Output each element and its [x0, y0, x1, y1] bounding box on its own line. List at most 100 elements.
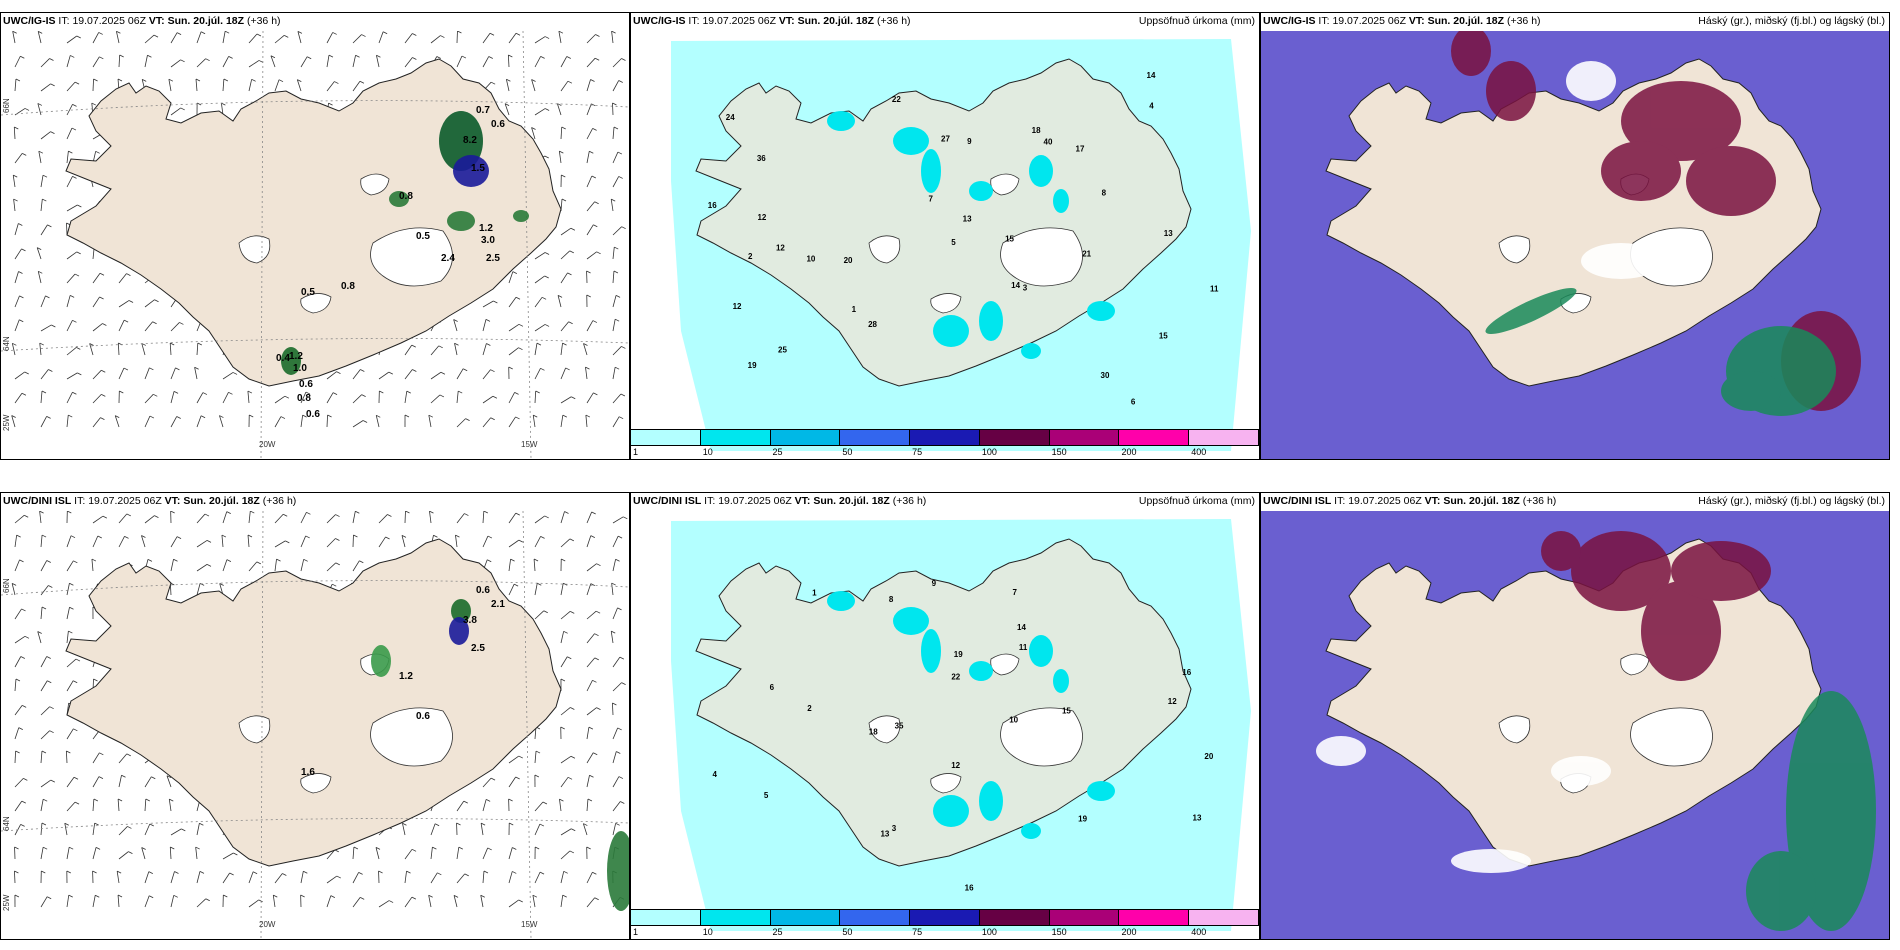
- precip-value-label: 0.4: [276, 353, 290, 364]
- lat-label: 66N: [2, 98, 11, 113]
- precip-patches: [281, 111, 529, 375]
- precip-value-label: 3.0: [481, 235, 495, 246]
- panel-variable-label: Uppsöfnuð úrkoma (mm): [1138, 15, 1255, 27]
- precip-value-label: 2.5: [471, 643, 485, 654]
- precip-amount-label: 13: [1164, 229, 1173, 238]
- lon-label: 20W: [259, 920, 276, 929]
- mid-cloud-areas: [1541, 531, 1771, 681]
- title-model: UWC/IG-IS: [3, 15, 56, 27]
- title-vt-label: VT:: [1424, 495, 1441, 507]
- glacier: [370, 227, 453, 287]
- colorbar-swatch: [1189, 910, 1259, 925]
- precip-value-label: 0.6: [476, 585, 490, 596]
- precip-value-label: 0.5: [301, 287, 315, 298]
- glacier: [930, 293, 962, 314]
- title-it-label: IT:: [704, 495, 716, 507]
- map-panel-wind: UWC/DINI ISL IT: 19.07.2025 06Z VT: Sun.…: [0, 492, 630, 940]
- precip-colorbar: 1 10 25 50 75 100 150 200 400: [631, 429, 1259, 459]
- title-model: UWC/IG-IS: [633, 15, 686, 27]
- colorbar-swatch: [770, 910, 841, 925]
- precip-value-label: 2.5: [486, 253, 500, 264]
- precip-amount-label: 1: [812, 588, 817, 597]
- iceland-landmass: [695, 58, 1192, 387]
- precip-amount-label: 13: [880, 829, 889, 838]
- title-it-label: IT:: [1334, 495, 1346, 507]
- colorbar-tick-label: 25: [772, 447, 783, 457]
- precip-amount-label: 24: [726, 113, 735, 122]
- lon-label: 15W: [521, 920, 538, 929]
- map-canvas: [1261, 511, 1889, 939]
- precip-colorbar: 1 10 25 50 75 100 150 200 400: [631, 909, 1259, 939]
- precip-amount-label: 6: [1131, 397, 1136, 406]
- precip-value-label: 0.7: [476, 105, 490, 116]
- map-panel-precip: UWC/DINI ISL IT: 19.07.2025 06Z VT: Sun.…: [630, 492, 1260, 940]
- precip-amount-label: 12: [757, 213, 766, 222]
- precip-amount-label: 20: [1204, 752, 1213, 761]
- precip-amount-label: 14: [1017, 623, 1026, 632]
- precip-amount-label: 6: [770, 683, 775, 692]
- precip-amount-label: 5: [764, 791, 769, 800]
- precip-value-label: 1.5: [471, 163, 485, 174]
- precip-value-label: 0.6: [299, 379, 313, 390]
- precip-value-label: 0.6: [491, 119, 505, 130]
- precip-amount-label: 16: [965, 883, 974, 892]
- colorbar-tick-label: 150: [1051, 447, 1067, 457]
- precip-amount-label: 15: [1159, 332, 1168, 341]
- precip-amount-label: 19: [1078, 815, 1087, 824]
- panel-title: UWC/IG-IS IT: 19.07.2025 06Z VT: Sun. 20…: [633, 15, 911, 27]
- lat-label: 25W: [2, 894, 11, 911]
- title-vt-label: VT:: [164, 495, 181, 507]
- precip-amount-label: 21: [1082, 250, 1091, 259]
- precip-amount-label: 19: [954, 650, 963, 659]
- colorbar-swatch: [910, 430, 980, 445]
- title-it: 19.07.2025 06Z: [1348, 495, 1422, 507]
- precip-amount-label: 36: [757, 154, 766, 163]
- lon-label: 20W: [259, 440, 276, 449]
- precip-amount-label: 19: [748, 361, 757, 370]
- title-vt: Sun. 20.júl. 18Z: [813, 495, 890, 507]
- precip-amount-label: 8: [1102, 189, 1107, 198]
- precip-amount-label: 13: [963, 214, 972, 223]
- precip-amount-label: 11: [1019, 643, 1028, 652]
- title-lead: (+36 h): [876, 15, 911, 27]
- colorbar-tick-label: 10: [702, 927, 713, 937]
- graticule: [1, 511, 629, 939]
- map-canvas: 0.70.68.21.50.80.50.50.81.21.00.40.60.80…: [1, 31, 629, 459]
- precip-amount-label: 40: [1044, 137, 1053, 146]
- title-vt: Sun. 20.júl. 18Z: [1443, 495, 1520, 507]
- map-panel-cloud: UWC/IG-IS IT: 19.07.2025 06Z VT: Sun. 20…: [1260, 12, 1890, 460]
- precip-amount-label: 18: [1032, 126, 1041, 135]
- glacier: [930, 773, 962, 794]
- precip-amount-label: 15: [1005, 234, 1014, 243]
- lat-label: 64N: [2, 816, 11, 831]
- lat-label: 25W: [2, 414, 11, 431]
- colorbar-tick-label: 400: [1191, 927, 1207, 937]
- precip-amount-label: 9: [932, 579, 937, 588]
- precip-amount-label: 12: [1168, 697, 1177, 706]
- clear-sky-areas: [1566, 61, 1661, 279]
- title-lead: (+36 h): [262, 495, 297, 507]
- colorbar-swatch: [1119, 910, 1190, 925]
- precip-value-label: 1.2: [479, 223, 493, 234]
- precip-heavy-cells: [827, 111, 1115, 359]
- precip-amount-label: 30: [1101, 371, 1110, 380]
- precip-amount-label: 11: [1210, 285, 1219, 294]
- precip-value-label: 1.6: [301, 767, 315, 778]
- map-panel-precip: UWC/IG-IS IT: 19.07.2025 06Z VT: Sun. 20…: [630, 12, 1260, 460]
- title-it-label: IT:: [688, 15, 700, 27]
- title-vt-label: VT:: [1408, 15, 1425, 27]
- title-it: 19.07.2025 06Z: [718, 495, 792, 507]
- precip-amount-label: 27: [941, 134, 950, 143]
- colorbar-tick-label: 150: [1051, 927, 1067, 937]
- precip-amount-label: 20: [844, 256, 853, 265]
- title-it-label: IT:: [1318, 15, 1330, 27]
- title-vt: Sun. 20.júl. 18Z: [167, 15, 245, 27]
- glacier: [1620, 653, 1650, 676]
- precip-amount-label: 10: [806, 255, 815, 264]
- title-vt-label: VT:: [794, 495, 811, 507]
- title-vt-label: VT:: [778, 15, 795, 27]
- precip-amount-label: 17: [1076, 144, 1085, 153]
- title-model: UWC/IG-IS: [1263, 15, 1316, 27]
- colorbar-tick-label: 100: [981, 927, 997, 937]
- panel-variable-label: Uppsöfnuð úrkoma (mm): [1138, 495, 1255, 507]
